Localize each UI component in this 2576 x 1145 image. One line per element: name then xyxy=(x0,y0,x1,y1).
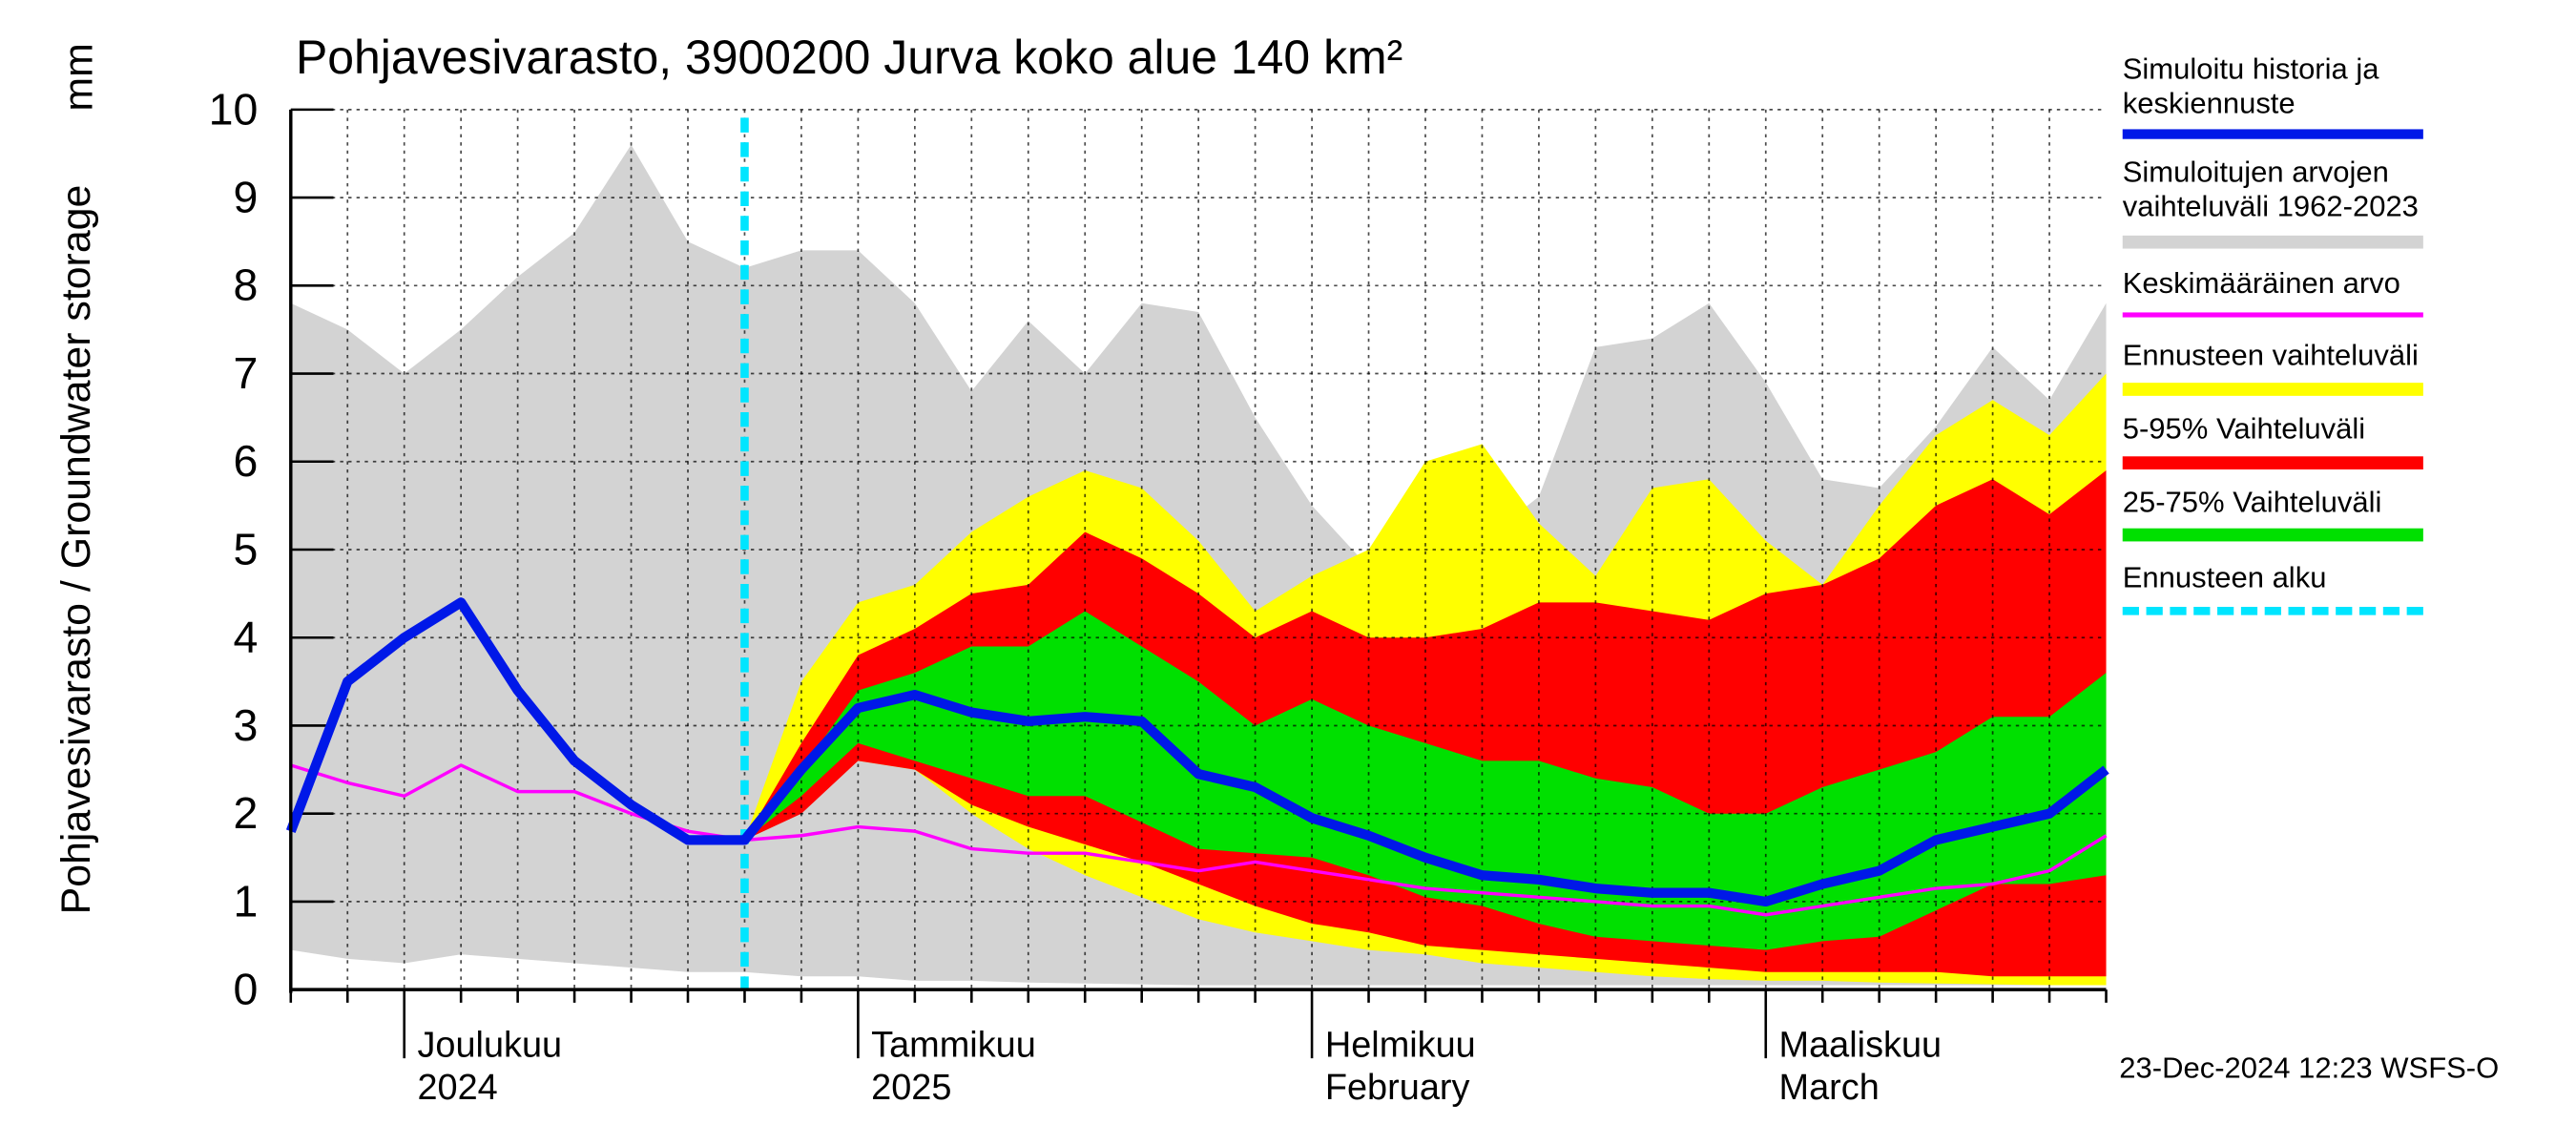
y-axis-label: Pohjavesivarasto / Groundwater storage xyxy=(52,184,100,915)
x-tick-label: Tammikuu 2025 xyxy=(871,1024,1036,1108)
legend-swatch xyxy=(2122,311,2423,317)
legend-swatch xyxy=(2122,129,2423,139)
legend-label: Simuloitujen arvojen vaihteluväli 1962-2… xyxy=(2122,155,2419,223)
y-tick-label: 5 xyxy=(233,525,258,574)
legend-swatch xyxy=(2122,528,2423,542)
y-axis-unit: mm xyxy=(55,43,102,112)
footer: 23-Dec-2024 12:23 WSFS-O xyxy=(2119,1051,2500,1085)
y-tick-label: 1 xyxy=(233,876,258,926)
y-tick-label: 6 xyxy=(233,436,258,486)
y-tick-label: 2 xyxy=(233,788,258,838)
y-tick-label: 9 xyxy=(233,173,258,222)
legend-swatch xyxy=(2122,456,2423,470)
legend-label: Simuloitu historia ja keskiennuste xyxy=(2122,52,2379,120)
y-tick-label: 10 xyxy=(209,84,259,134)
series-line xyxy=(285,597,2109,907)
y-tick-label: 7 xyxy=(233,348,258,398)
legend-label: Keskimääräinen arvo xyxy=(2122,266,2400,300)
legend-swatch xyxy=(2122,607,2423,615)
legend-label: Ennusteen vaihteluväli xyxy=(2122,338,2419,372)
y-tick-label: 0 xyxy=(233,965,258,1014)
legend-label: 25-75% Vaihteluväli xyxy=(2122,486,2382,519)
y-tick-label: 8 xyxy=(233,260,258,310)
x-tick-label: Helmikuu February xyxy=(1324,1024,1476,1108)
legend-swatch xyxy=(2122,383,2423,396)
x-tick-label: Joulukuu 2024 xyxy=(417,1024,563,1108)
legend-label: Ennusteen alku xyxy=(2122,561,2327,594)
x-tick-label: Maaliskuu March xyxy=(1778,1024,1942,1108)
y-tick-label: 4 xyxy=(233,613,258,662)
legend-label: 5-95% Vaihteluväli xyxy=(2122,412,2366,446)
legend-swatch xyxy=(2122,235,2423,249)
y-tick-label: 3 xyxy=(233,700,258,750)
series-line xyxy=(290,763,2108,917)
chart-title: Pohjavesivarasto, 3900200 Jurva koko alu… xyxy=(295,32,1403,86)
